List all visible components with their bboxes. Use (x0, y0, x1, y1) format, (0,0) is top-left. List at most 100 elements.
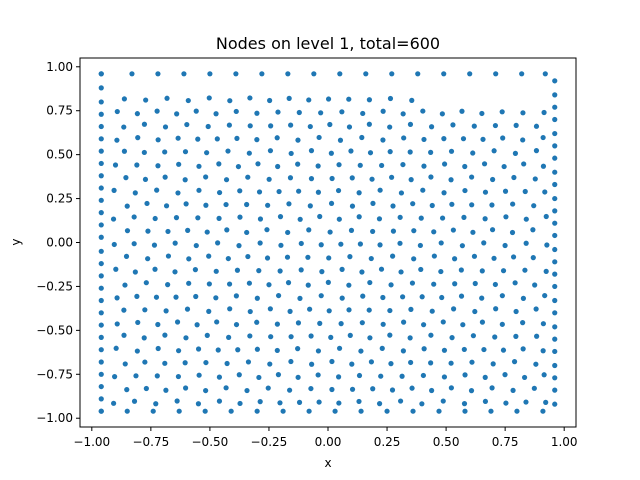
scatter-point (244, 229, 250, 236)
scatter-point (336, 345, 343, 351)
scatter-point (163, 387, 169, 393)
scatter-point (499, 293, 505, 299)
scatter-point (492, 281, 498, 288)
scatter-point (514, 408, 520, 414)
scatter-point (143, 97, 149, 103)
scatter-point (503, 214, 509, 220)
scatter-point (227, 306, 233, 312)
scatter-point (223, 385, 229, 391)
scatter-point (206, 281, 212, 287)
scatter-point (500, 135, 506, 141)
scatter-point (98, 123, 104, 130)
scatter-point (315, 372, 321, 378)
scatter-point (184, 306, 191, 312)
scatter-point (214, 319, 220, 325)
scatter-point (318, 293, 324, 299)
scatter-point (195, 346, 202, 352)
scatter-point (542, 189, 548, 195)
scatter-point (428, 332, 434, 338)
scatter-point (318, 110, 324, 116)
scatter-point (319, 269, 325, 275)
scatter-point (112, 162, 119, 168)
scatter-point (317, 213, 323, 220)
scatter-point (141, 149, 147, 156)
scatter-point (332, 408, 338, 414)
scatter-point (196, 163, 202, 169)
scatter-point (206, 308, 212, 314)
x-tick-label: 0.75 (492, 435, 519, 449)
scatter-point (520, 137, 526, 143)
scatter-point (397, 398, 404, 404)
scatter-point (379, 162, 385, 169)
scatter-point (408, 359, 414, 366)
scatter-point (204, 332, 210, 338)
scatter-point (510, 254, 517, 260)
x-tick-label: 0.50 (433, 435, 460, 449)
scatter-point (288, 334, 294, 340)
scatter-point (184, 121, 190, 128)
scatter-point (470, 150, 476, 156)
scatter-point (531, 385, 537, 391)
scatter-point (401, 319, 407, 325)
scatter-point (236, 372, 242, 378)
scatter-point (206, 95, 212, 101)
scatter-point (123, 253, 130, 259)
scatter-point (193, 293, 199, 300)
scatter-point (387, 149, 393, 155)
y-tick-label: −0.25 (36, 279, 73, 293)
scatter-point (452, 256, 458, 262)
scatter-point (347, 332, 353, 338)
scatter-point (164, 95, 170, 101)
scatter-point (440, 319, 446, 325)
scatter-point (540, 348, 546, 354)
scatter-point (307, 123, 313, 130)
scatter-point (400, 111, 406, 117)
scatter-point (196, 187, 202, 193)
scatter-point (479, 295, 485, 301)
scatter-point (469, 174, 475, 180)
scatter-point (145, 228, 151, 234)
scatter-point (349, 361, 355, 367)
scatter-point (214, 136, 220, 142)
scatter-point (98, 310, 104, 316)
scatter-point (519, 71, 525, 77)
scatter-point (492, 334, 498, 340)
scatter-point (216, 398, 223, 404)
scatter-point (295, 346, 301, 352)
scatter-point (387, 332, 393, 338)
scatter-point (348, 148, 354, 154)
y-tick-label: 0.50 (46, 148, 73, 162)
scatter-point (274, 347, 280, 354)
scatter-point (98, 136, 104, 142)
scatter-point (543, 268, 549, 274)
scatter-point (552, 297, 558, 304)
scatter-point (419, 294, 425, 300)
scatter-point (552, 283, 558, 290)
scatter-point (523, 216, 529, 222)
scatter-point (552, 116, 558, 123)
scatter-point (203, 359, 209, 366)
scatter-point (182, 177, 188, 183)
scatter-point (98, 148, 104, 154)
scatter-point (389, 174, 395, 180)
y-tick-label: −1.00 (36, 411, 73, 425)
scatter-point (246, 280, 252, 286)
scatter-point (368, 255, 374, 262)
scatter-point (265, 385, 271, 391)
scatter-point (153, 401, 159, 407)
scatter-point (502, 188, 509, 194)
scatter-point (336, 216, 342, 222)
scatter-point (471, 253, 478, 259)
scatter-point (98, 248, 104, 254)
scatter-point (542, 71, 548, 77)
scatter-point (389, 71, 395, 77)
scatter-point (339, 109, 345, 115)
scatter-point (247, 333, 253, 339)
scatter-point (449, 201, 455, 207)
scatter-point (458, 293, 465, 299)
scatter-point (410, 408, 416, 414)
scatter-point (397, 240, 403, 246)
scatter-point (387, 95, 394, 102)
scatter-point (522, 188, 528, 195)
